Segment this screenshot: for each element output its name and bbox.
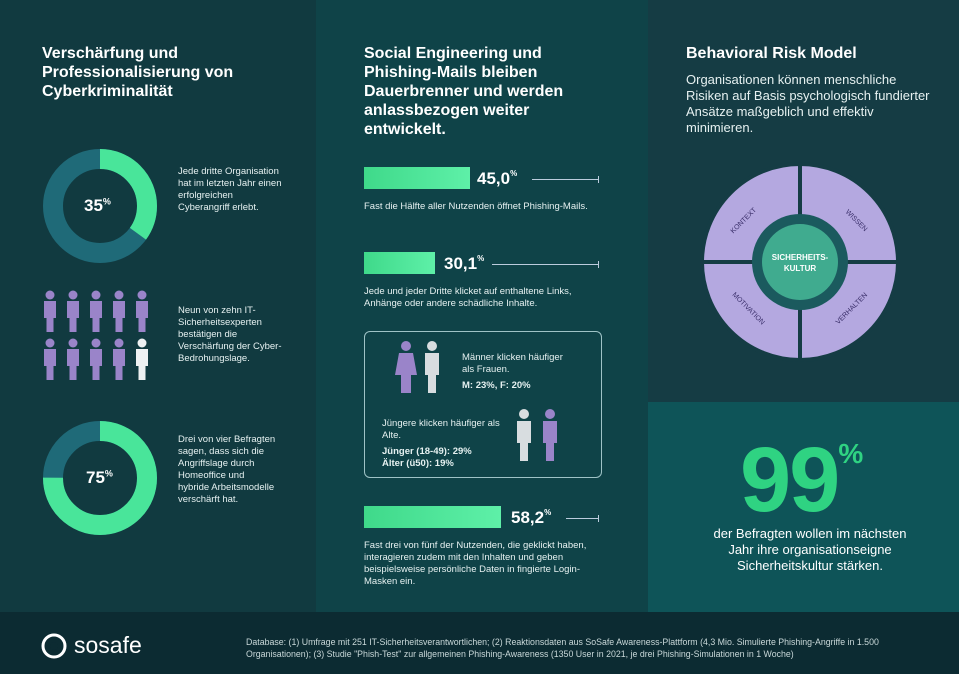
donut-35-label: 35% (84, 196, 111, 215)
age-old: Älter (ü50): 19% (382, 458, 454, 469)
stat2-text: Neun von zehn IT-Sicherheitsexperten bes… (178, 305, 282, 364)
middle-title: Social Engineering und Phishing-Mails bl… (364, 45, 564, 138)
person-icon (90, 290, 102, 332)
age-text: Jüngere klicken häufiger als Alte. (382, 418, 500, 441)
bar-58-text: Fast drei von fünf der Nutzenden, die ge… (364, 540, 587, 587)
woman-man-icon (395, 341, 439, 393)
bar-58-value: 58,2% (511, 508, 552, 527)
sosafe-logo-icon (41, 633, 67, 659)
big-stat-99: 99% (740, 429, 863, 531)
footer-source: Database: (1) Umfrage mit 251 IT-Sicherh… (246, 637, 879, 659)
person-icon (44, 338, 56, 380)
donut-75-label: 75% (86, 468, 113, 487)
behavioral-risk-model: KONTEXT WISSEN MOTIVATION VERHALTEN SICH… (700, 162, 900, 362)
right-title: Behavioral Risk Model (686, 45, 857, 62)
person-icon (113, 290, 125, 332)
gender-values: M: 23%, F: 20% (462, 380, 531, 391)
highlight-panel (648, 402, 959, 612)
stat3-text: Drei von vier Befragten sagen, dass sich… (178, 434, 276, 505)
bar-45 (364, 167, 470, 189)
bar-45-line (532, 179, 598, 180)
person-icon (136, 290, 148, 332)
people-icons-9-of-10 (44, 290, 148, 380)
donut-75 (43, 421, 157, 535)
person-icon (136, 338, 148, 380)
bar-30 (364, 252, 435, 274)
donut-35 (43, 149, 157, 263)
bar-58 (364, 506, 501, 528)
person-icon (67, 338, 79, 380)
bar-30-text: Jede und jeder Dritte klicket auf enthal… (364, 286, 572, 309)
bar-30-tick (598, 261, 599, 268)
model-center-2: KULTUR (784, 264, 817, 273)
person-icon (44, 290, 56, 332)
footer (0, 612, 959, 674)
bar-45-text: Fast die Hälfte aller Nutzenden öffnet P… (364, 201, 588, 212)
person-icon (90, 338, 102, 380)
bar-30-value: 30,1% (444, 254, 485, 273)
comparison-box (364, 331, 602, 478)
left-title: Verschärfung und Professionalisierung vo… (42, 45, 234, 100)
person-icon (67, 290, 79, 332)
bar-45-value: 45,0% (477, 169, 518, 188)
bar-58-line (566, 518, 598, 519)
big-stat-text: der Befragten wollen im nächsten Jahr ih… (713, 526, 907, 573)
sosafe-logo[interactable]: sosafe (74, 632, 142, 658)
stat1-text: Jede dritte Organisation hat im letzten … (178, 166, 282, 213)
bar-30-line (492, 264, 598, 265)
age-young: Jünger (18-49): 29% (382, 446, 472, 457)
person-icon (113, 338, 125, 380)
bar-45-tick (598, 176, 599, 183)
gender-text: Männer klicken häufiger als Frauen. (462, 352, 563, 375)
right-subtitle: Organisationen können menschliche Risike… (686, 72, 930, 135)
bar-58-tick (598, 515, 599, 522)
model-center-1: SICHERHEITS- (772, 253, 829, 262)
young-old-icon (517, 409, 557, 461)
